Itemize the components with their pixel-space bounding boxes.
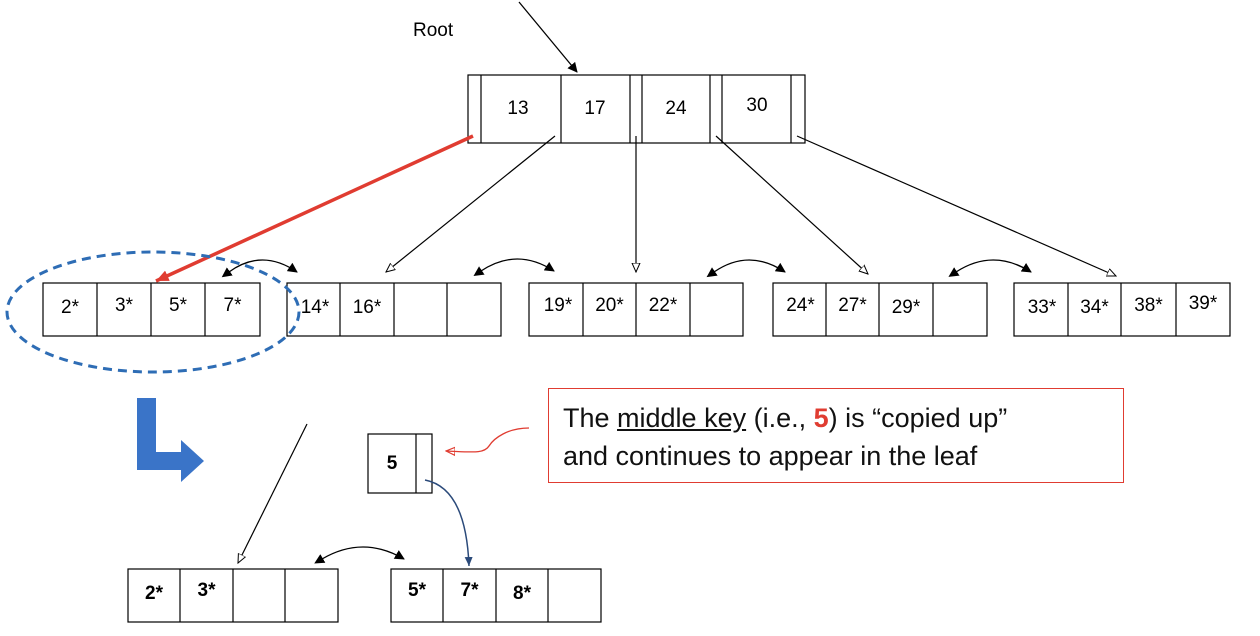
callout-connector: [446, 428, 529, 452]
callout-note: The middle key (i.e., 5) is “copied up” …: [548, 388, 1124, 483]
leaf-entry: 2*: [43, 298, 97, 317]
note-underlined-term: middle key: [617, 403, 746, 433]
leaf-entry: 19*: [533, 296, 583, 315]
leaf-entry: 29*: [879, 298, 933, 317]
parent-pointer-arrow: [238, 424, 307, 563]
note-text: ) is “copied up”: [829, 403, 1008, 433]
split-direction-arrow-icon: [137, 398, 204, 482]
callout-line-1: The middle key (i.e., 5) is “copied up”: [563, 399, 1123, 437]
leaf-entry: 3*: [97, 296, 151, 315]
split-leaf-entry: 5*: [391, 581, 443, 600]
sibling-link-3-4: [714, 260, 785, 272]
note-text: The: [563, 403, 617, 433]
split-sibling-link: [322, 547, 404, 559]
leaf-entry: 5*: [151, 296, 205, 315]
leaf-entry: 39*: [1176, 294, 1230, 313]
split-leaf-entry: 2*: [128, 584, 180, 603]
callout-line-2: and continues to appear in the leaf: [563, 437, 1123, 475]
leaf-entry: 34*: [1068, 298, 1121, 317]
leaf-entry: 20*: [583, 296, 636, 315]
split-leaf-entry: 3*: [180, 581, 233, 600]
root-key: 17: [578, 99, 612, 118]
root-pointer-arrow: [519, 2, 577, 72]
root-label: Root: [413, 21, 453, 40]
note-highlight-key: 5: [814, 403, 829, 433]
leaf-entry: 14*: [290, 298, 340, 317]
note-text: (i.e.,: [746, 403, 814, 433]
leaf-entry: 27*: [826, 296, 879, 315]
copied-key-value: 5: [372, 454, 412, 473]
red-pointer-arrow: [156, 136, 473, 281]
root-key: 13: [501, 99, 535, 118]
split-leaf-entry: 7*: [443, 581, 496, 600]
leaf-entry: 38*: [1121, 296, 1176, 315]
pointer-arrow-leaf-5: [797, 136, 1116, 276]
sibling-link-1-2: [229, 260, 297, 272]
leaf-entry: 16*: [340, 298, 394, 317]
leaf-entry: 7*: [205, 296, 260, 315]
leaf-entry: 22*: [636, 296, 690, 315]
leaf-entry: 24*: [775, 296, 826, 315]
sibling-link-4-5: [956, 260, 1031, 272]
pointer-arrow-leaf-2: [386, 136, 555, 272]
root-key: 24: [659, 99, 693, 118]
split-leaf-entry: 8*: [496, 584, 548, 603]
root-key: 30: [740, 96, 774, 115]
sibling-link-2-3: [481, 259, 554, 271]
leaf-entry: 33*: [1016, 298, 1068, 317]
